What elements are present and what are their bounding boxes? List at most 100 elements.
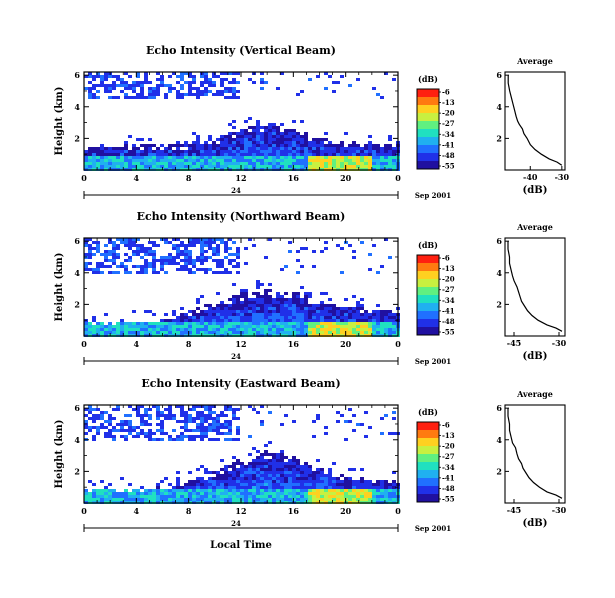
heatmap-cell xyxy=(180,316,184,319)
heatmap-cell xyxy=(280,156,284,159)
heatmap-cell xyxy=(228,81,232,84)
heatmap-cell xyxy=(360,307,364,310)
heatmap-cell xyxy=(188,331,192,334)
heatmap-cell xyxy=(188,325,192,328)
heatmap-cell xyxy=(172,247,176,250)
heatmap-cell xyxy=(236,135,240,138)
heatmap-cell xyxy=(196,93,200,96)
heatmap-cell xyxy=(112,253,116,256)
heatmap-cell xyxy=(192,480,196,483)
heatmap-cell xyxy=(392,156,396,159)
heatmap-cell xyxy=(116,247,120,250)
colorbar-swatch xyxy=(417,153,439,162)
heatmap-cell xyxy=(284,331,288,334)
heatmap-cell xyxy=(100,156,104,159)
heatmap-cell xyxy=(228,165,232,168)
heatmap-cell xyxy=(124,87,128,90)
heatmap-cell xyxy=(136,435,140,438)
heatmap-cell xyxy=(156,153,160,156)
heatmap-cell xyxy=(292,456,296,459)
heatmap-cell xyxy=(328,304,332,307)
heatmap-cell xyxy=(232,328,236,331)
heatmap-cell xyxy=(184,483,188,486)
heatmap-cell xyxy=(212,316,216,319)
heatmap-cell xyxy=(88,75,92,78)
heatmap-cell xyxy=(156,72,160,75)
heatmap-cell xyxy=(140,325,144,328)
heatmap-cell xyxy=(364,435,368,438)
heatmap-cell xyxy=(376,480,380,483)
heatmap-cell xyxy=(184,426,188,429)
heatmap-cell xyxy=(88,331,92,334)
heatmap-cell xyxy=(164,156,168,159)
heatmap-cell xyxy=(264,453,268,456)
heatmap-cell xyxy=(204,325,208,328)
heatmap-cell xyxy=(212,429,216,432)
heatmap-cell xyxy=(140,138,144,141)
heatmap-cell xyxy=(132,253,136,256)
heatmap-cell xyxy=(360,477,364,480)
heatmap-cell xyxy=(304,471,308,474)
heatmap-cell xyxy=(112,328,116,331)
heatmap-cell xyxy=(208,244,212,247)
heatmap-cell xyxy=(208,135,212,138)
heatmap-cell xyxy=(228,138,232,141)
heatmap-cell xyxy=(92,156,96,159)
heatmap-cell xyxy=(184,486,188,489)
heatmap-cell xyxy=(276,477,280,480)
heatmap-cell xyxy=(368,150,372,153)
heatmap-cell xyxy=(304,319,308,322)
heatmap-cell xyxy=(332,147,336,150)
heatmap-cell xyxy=(372,489,376,492)
heatmap-cell xyxy=(100,84,104,87)
heatmap-cell xyxy=(124,159,128,162)
heatmap-cell xyxy=(224,426,228,429)
heatmap-cell xyxy=(276,474,280,477)
heatmap-cell xyxy=(364,486,368,489)
heatmap-cell xyxy=(244,156,248,159)
heatmap-cell xyxy=(176,162,180,165)
heatmap-cell xyxy=(360,156,364,159)
heatmap-cell xyxy=(172,262,176,265)
heatmap-cell xyxy=(324,319,328,322)
heatmap-cell xyxy=(276,292,280,295)
heatmap-cell xyxy=(144,325,148,328)
heatmap-cell xyxy=(320,304,324,307)
heatmap-cell xyxy=(216,477,220,480)
heatmap-cell xyxy=(316,75,320,78)
heatmap-cell xyxy=(100,322,104,325)
y-tick-label: 4 xyxy=(74,268,80,278)
heatmap-cell xyxy=(244,144,248,147)
heatmap-cell xyxy=(384,495,388,498)
heatmap-cell xyxy=(300,313,304,316)
heatmap-cell xyxy=(192,328,196,331)
heatmap-cell xyxy=(288,328,292,331)
heatmap-cell xyxy=(336,153,340,156)
heatmap-cell xyxy=(300,165,304,168)
heatmap-cell xyxy=(344,159,348,162)
heatmap-cell xyxy=(96,165,100,168)
heatmap-cell xyxy=(168,495,172,498)
heatmap-cell xyxy=(304,147,308,150)
heatmap-cell xyxy=(152,159,156,162)
heatmap-cell xyxy=(288,325,292,328)
heatmap-cell xyxy=(336,150,340,153)
average-frame xyxy=(504,237,566,337)
heatmap-cell xyxy=(364,498,368,501)
heatmap-cell xyxy=(220,84,224,87)
heatmap-cell xyxy=(124,156,128,159)
date-label: Sep 2001 xyxy=(415,191,451,200)
heatmap-cell xyxy=(188,316,192,319)
heatmap-cell xyxy=(280,268,284,271)
heatmap-cell xyxy=(268,411,272,414)
heatmap-cell xyxy=(256,298,260,301)
heatmap-cell xyxy=(96,262,100,265)
heatmap-cell xyxy=(172,259,176,262)
heatmap-cell xyxy=(228,310,232,313)
heatmap-cell xyxy=(128,420,132,423)
heatmap-cell xyxy=(148,408,152,411)
heatmap-cell xyxy=(148,435,152,438)
heatmap-cell xyxy=(148,414,152,417)
heatmap-cell xyxy=(144,78,148,81)
heatmap-cell xyxy=(92,420,96,423)
